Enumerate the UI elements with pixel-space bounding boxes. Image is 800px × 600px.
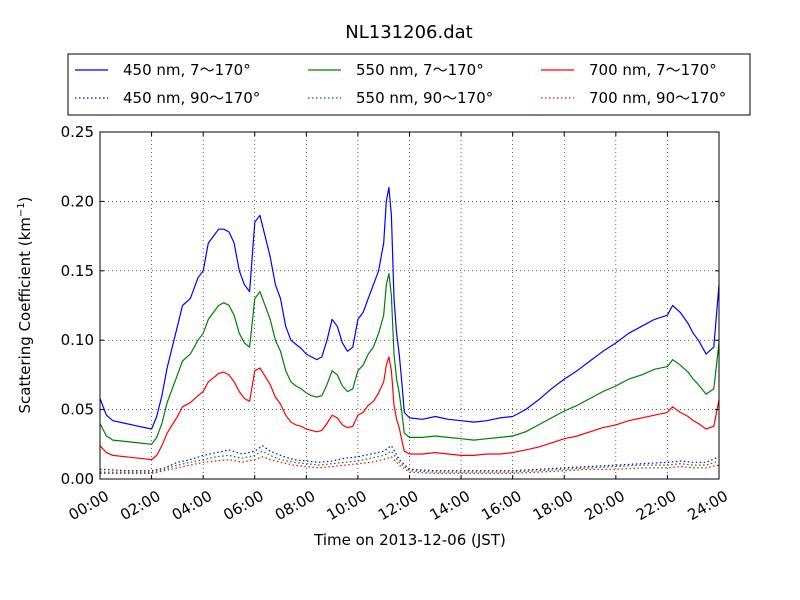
y-axis-label: Scattering Coefficient (km−1) xyxy=(16,196,34,413)
grid xyxy=(99,131,720,480)
series-layer xyxy=(99,186,720,474)
x-tick-label: 22:00 xyxy=(633,487,679,524)
legend: 450 nm, 7～170° 550 nm, 7～170° 700 nm, 7～17… xyxy=(75,61,726,107)
series-line-2 xyxy=(99,356,720,461)
y-axis-label-superscript: −1 xyxy=(16,202,27,217)
x-tick-label: 20:00 xyxy=(581,487,627,524)
series-line-4 xyxy=(100,450,720,473)
series-line-1 xyxy=(99,273,720,445)
y-tick-label: 0.20 xyxy=(61,192,94,210)
y-tick-label: 0.25 xyxy=(61,123,94,141)
x-tick-label: 18:00 xyxy=(530,487,576,524)
y-tick-label: 0.05 xyxy=(61,401,94,419)
x-tick-label: 24:00 xyxy=(685,487,731,524)
legend-label: 550 nm, 7～170° xyxy=(356,61,484,79)
y-tick-label: 0.10 xyxy=(61,331,94,349)
legend-label: 700 nm, 7～170° xyxy=(589,61,717,79)
legend-box xyxy=(67,53,751,116)
x-tick-label: 14:00 xyxy=(427,487,473,524)
legend-label: 450 nm, 90～170° xyxy=(123,89,260,107)
legend-label: 700 nm, 90～170° xyxy=(589,89,726,107)
y-tick-label: 0.15 xyxy=(61,262,94,280)
legend-label: 550 nm, 90～170° xyxy=(356,89,493,107)
x-tick-label: 10:00 xyxy=(323,487,369,524)
series-line-0 xyxy=(99,186,720,430)
y-tick-label: 0.00 xyxy=(61,470,94,488)
series-line-5 xyxy=(100,456,720,474)
x-tick-label: 12:00 xyxy=(375,487,421,524)
x-tick-label: 08:00 xyxy=(272,487,318,524)
series-line-3 xyxy=(99,445,720,472)
x-tick-label: 00:00 xyxy=(66,487,112,524)
x-tick-label: 16:00 xyxy=(478,487,524,524)
x-tick-label: 04:00 xyxy=(169,487,215,524)
x-tick-label: 06:00 xyxy=(220,487,266,524)
x-tick-label: 02:00 xyxy=(117,487,163,524)
chart-title: NL131206.dat xyxy=(345,22,472,43)
legend-label: 450 nm, 7～170° xyxy=(123,61,251,79)
y-axis-label-close: ) xyxy=(16,196,34,202)
y-axis-label-main: Scattering Coefficient (km xyxy=(16,217,34,413)
x-axis-label: Time on 2013-12-06 (JST) xyxy=(313,531,506,549)
